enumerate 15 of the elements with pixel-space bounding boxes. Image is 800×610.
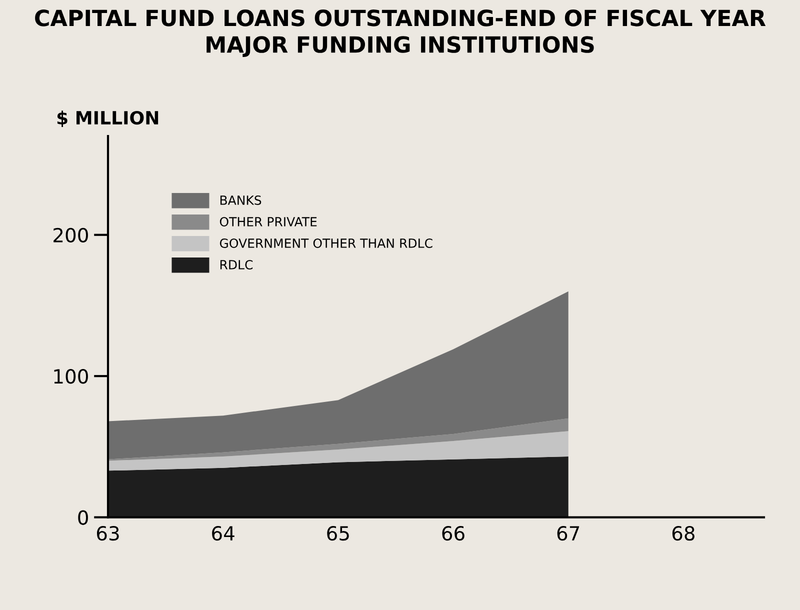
y-axis-title: $ MILLION bbox=[57, 110, 158, 127]
legend-label: GOVERNMENT OTHER THAN RDLC bbox=[220, 238, 432, 248]
x-tick-label: 65 bbox=[327, 526, 349, 541]
x-tick-label: 68 bbox=[672, 526, 694, 541]
x-tick-label: 66 bbox=[442, 526, 464, 541]
y-tick-label: 200 bbox=[54, 228, 88, 243]
legend-label: BANKS bbox=[220, 196, 262, 205]
x-tick-label: 64 bbox=[212, 526, 234, 541]
legend-label: OTHER PRIVATE bbox=[220, 217, 317, 226]
chart-title: CAPITAL FUND LOANS OUTSTANDING-END OF FISCAL YEAR MAJOR FUNDING INSTITUTIONS bbox=[35, 10, 766, 58]
x-tick-label: 63 bbox=[96, 526, 119, 541]
y-tick-label: 100 bbox=[54, 369, 88, 384]
legend-label: RDLC bbox=[220, 260, 253, 270]
y-tick-label: 0 bbox=[78, 510, 88, 525]
x-tick-label: 67 bbox=[557, 526, 580, 541]
